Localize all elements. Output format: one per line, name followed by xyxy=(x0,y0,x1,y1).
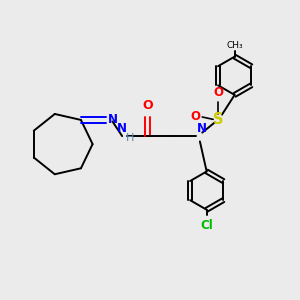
Text: N: N xyxy=(107,113,117,126)
Text: N: N xyxy=(197,122,207,135)
Text: O: O xyxy=(213,86,224,99)
Text: CH₃: CH₃ xyxy=(226,41,243,50)
Text: H: H xyxy=(126,133,134,142)
Text: Cl: Cl xyxy=(200,219,213,232)
Text: O: O xyxy=(190,110,200,124)
Text: S: S xyxy=(213,112,224,128)
Text: N: N xyxy=(117,122,127,135)
Text: O: O xyxy=(142,99,152,112)
